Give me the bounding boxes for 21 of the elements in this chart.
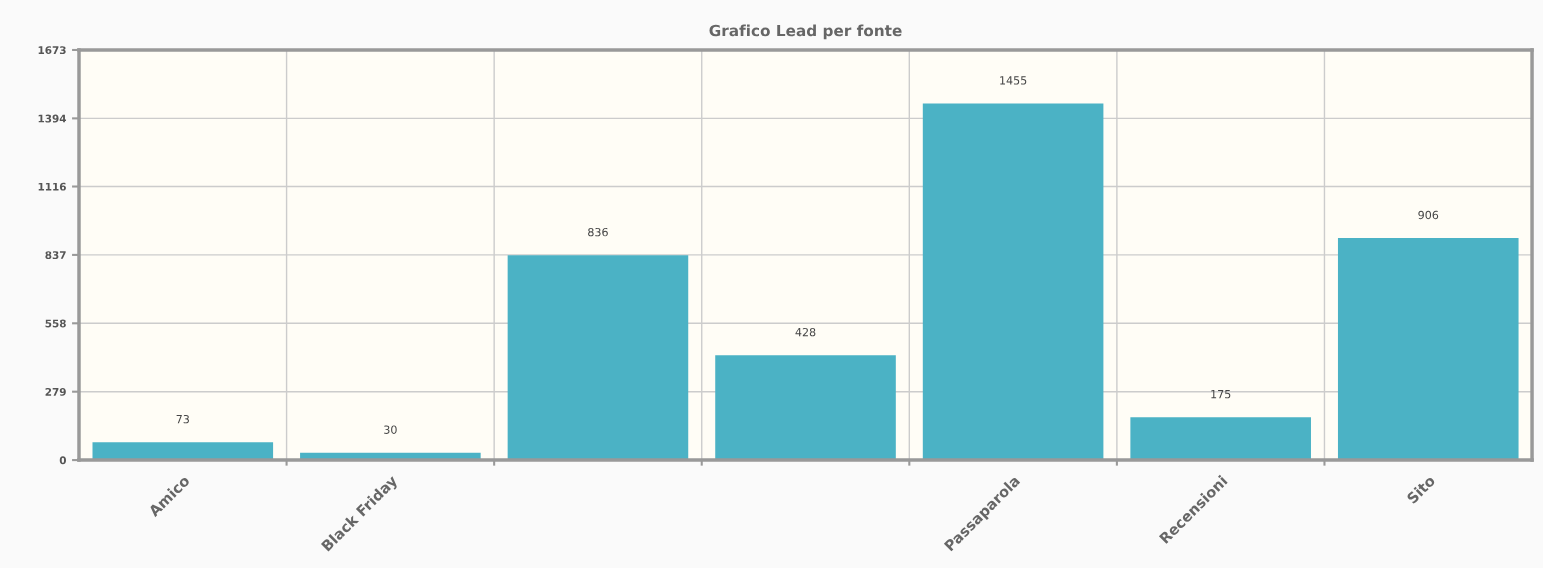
y-tick-label: 0 — [59, 456, 66, 465]
data-label: 30 — [384, 425, 397, 434]
data-label: 428 — [795, 327, 816, 337]
data-label: 175 — [1211, 390, 1231, 399]
y-tick-label: 558 — [45, 319, 66, 328]
bar — [922, 103, 1104, 461]
bar — [715, 355, 896, 461]
bar — [1130, 417, 1311, 461]
chart-title: Grafico Lead per fonte — [709, 24, 902, 40]
data-label: 73 — [176, 414, 189, 424]
data-label: 836 — [588, 227, 608, 237]
y-tick-label: 1116 — [38, 182, 66, 191]
y-tick-label: 279 — [45, 387, 66, 396]
y-tick-label: 1394 — [38, 114, 67, 123]
y-tick-label: 1673 — [38, 46, 66, 55]
data-label: 906 — [1418, 210, 1439, 220]
data-label: 1455 — [1000, 76, 1027, 85]
bar — [507, 255, 689, 461]
bar — [92, 442, 274, 461]
y-tick-label: 837 — [45, 251, 66, 260]
bar — [1337, 238, 1519, 461]
